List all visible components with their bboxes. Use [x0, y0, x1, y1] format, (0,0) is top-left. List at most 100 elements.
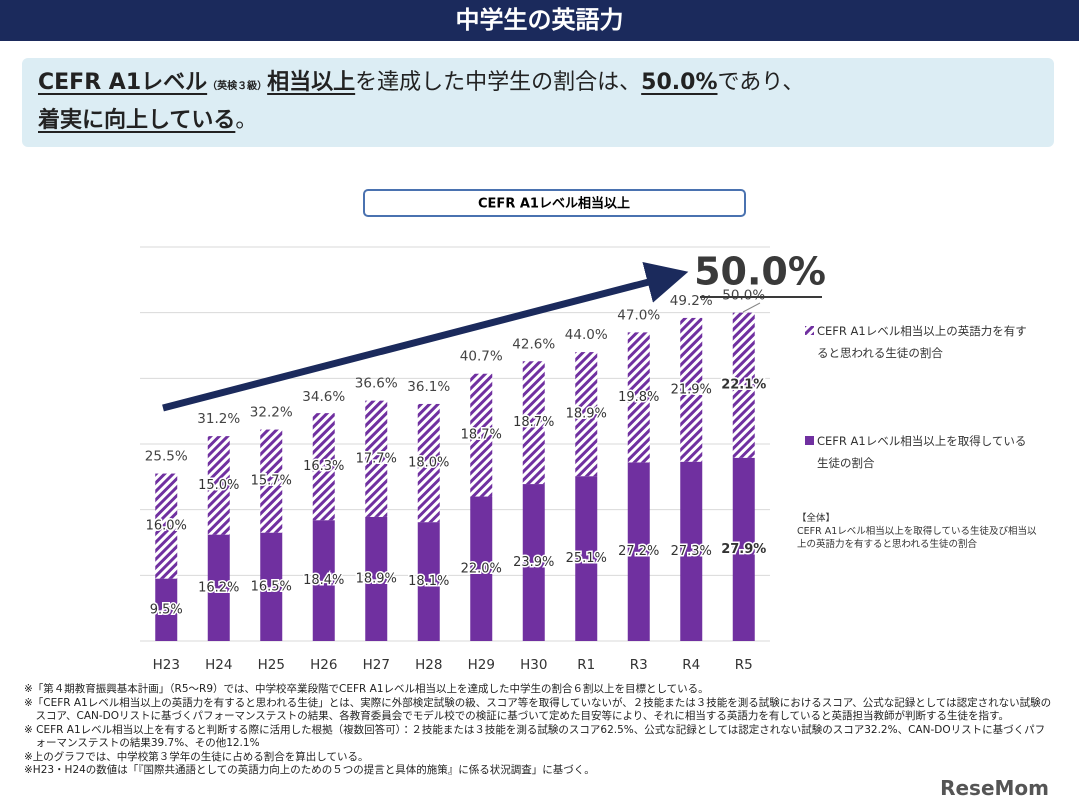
- note: ※ CEFR A1レベル相当以上を有すると判断する際に活用した根拠（複数回答可）…: [24, 723, 1046, 750]
- data-label: 18.0%: [408, 456, 449, 471]
- total-label: 31.2%: [197, 411, 240, 427]
- x-tick-label: H26: [310, 657, 337, 673]
- bar-segment: [365, 516, 388, 641]
- headline-part: 50.0%: [641, 70, 718, 95]
- total-label: 36.6%: [355, 376, 398, 392]
- total-label: 36.1%: [407, 379, 450, 395]
- data-label: 17.7%: [356, 451, 397, 466]
- bar-segment: [627, 462, 650, 641]
- bar-segment: [417, 403, 440, 523]
- data-label: 27.3%: [671, 544, 712, 559]
- chart-title-box: [363, 189, 746, 217]
- headline-part: を達成した中学生の割合は、: [355, 70, 642, 95]
- note: ※上のグラフでは、中学校第３学年の生徒に占める割合を算出している。: [24, 750, 369, 763]
- data-label: 15.7%: [251, 474, 292, 489]
- headline: CEFR A1レベル（英検３級）相当以上を達成した中学生の割合は、50.0%であ…: [22, 58, 1054, 147]
- bar-segment: [680, 317, 703, 462]
- x-tick-label: H27: [363, 657, 390, 673]
- data-label: 23.9%: [513, 555, 554, 570]
- total-label: 50.0%: [722, 288, 765, 304]
- data-label: 16.2%: [198, 580, 239, 595]
- annotation: 50.0%: [694, 250, 826, 294]
- total-label: 44.0%: [565, 327, 608, 343]
- chart-title: CEFR A1レベル相当以上: [478, 196, 630, 212]
- x-tick-label: H29: [468, 657, 495, 673]
- legend-swatch: [805, 326, 814, 335]
- legend-text: CEFR A1レベル相当以上を取得している生徒の割合: [817, 434, 1027, 470]
- note: ※「CEFR A1レベル相当以上の英語力を有すると思われる生徒」とは、実際に外部…: [24, 696, 1052, 723]
- total-label: 47.0%: [617, 307, 660, 323]
- x-tick-label: R4: [682, 657, 700, 673]
- bar-segment: [155, 473, 178, 579]
- x-tick-label: H30: [520, 657, 547, 673]
- data-label: 22.1%: [721, 378, 766, 393]
- data-label: 18.7%: [461, 428, 502, 443]
- data-label: 16.0%: [146, 519, 187, 534]
- legend-note-line: 【全体】: [797, 513, 836, 524]
- total-label: 34.6%: [302, 389, 345, 405]
- logo: ReseMom: [940, 776, 1049, 800]
- data-label: 22.0%: [461, 561, 502, 576]
- bar-segment: [522, 361, 545, 485]
- data-label: 18.9%: [566, 407, 607, 422]
- legend-note: 【全体】 CEFR A1レベル相当以上を取得している生徒及び相当以上の英語力を有…: [797, 512, 1042, 551]
- annotation-leader: [742, 302, 761, 313]
- headline-part: （英検３級）: [207, 81, 268, 92]
- bar-segment: [260, 532, 283, 641]
- headline-part: であり、: [717, 70, 805, 95]
- data-label: 18.1%: [408, 574, 449, 589]
- total-label: 40.7%: [460, 349, 503, 365]
- data-label: 27.2%: [618, 544, 659, 559]
- legend-note-line: CEFR A1レベル相当以上を取得している生徒及び相当以上の英語力を有すると思わ…: [797, 526, 1037, 550]
- bar-segment: [627, 332, 650, 463]
- bar-segment: [417, 522, 440, 641]
- bar-segment: [207, 436, 230, 535]
- bar-segment: [522, 484, 545, 641]
- x-tick-label: R5: [735, 657, 753, 673]
- data-label: 15.0%: [198, 478, 239, 493]
- trend-arrow: [162, 261, 689, 412]
- bar-segment: [312, 413, 335, 521]
- bar-segment: [470, 496, 493, 641]
- bar-segment: [575, 476, 598, 641]
- x-tick-label: H23: [153, 657, 180, 673]
- headline-part: 着実に向上している: [38, 108, 236, 133]
- x-tick-label: H25: [258, 657, 285, 673]
- headline-part: 。: [235, 108, 258, 133]
- x-tick-label: H28: [415, 657, 442, 673]
- bar-segment: [365, 400, 388, 517]
- total-label: 49.2%: [670, 293, 713, 309]
- bar-segment: [207, 534, 230, 641]
- bar-segment: [680, 461, 703, 641]
- data-label: 18.9%: [356, 571, 397, 586]
- total-label: 25.5%: [145, 449, 188, 465]
- legend-text: CEFR A1レベル相当以上の英語力を有すると思われる生徒の割合: [817, 324, 1027, 360]
- x-tick-label: R1: [577, 657, 595, 673]
- bar-segment: [312, 520, 335, 641]
- bar-segment: [732, 312, 755, 458]
- note: ※H23・H24の数値は「『国際共通語としての英語力向上のための５つの提言と具体…: [24, 764, 595, 776]
- bar-segment: [155, 578, 178, 641]
- notes: ※「第４期教育振興基本計画」（R5～R9）では、中学校卒業段階でCEFR A1レ…: [24, 683, 1054, 778]
- total-label: 42.6%: [512, 336, 555, 352]
- note: ※「第４期教育振興基本計画」（R5～R9）では、中学校卒業段階でCEFR A1レ…: [24, 683, 709, 695]
- legend-swatch: [805, 436, 814, 445]
- data-label: 18.4%: [303, 573, 344, 588]
- total-label: 32.2%: [250, 405, 293, 421]
- bar-segment: [732, 457, 755, 641]
- x-tick-label: H24: [205, 657, 232, 673]
- bar-segment: [260, 429, 283, 533]
- bar-segment: [470, 373, 493, 497]
- data-label: 16.5%: [251, 579, 292, 594]
- data-label: 25.1%: [566, 551, 607, 566]
- data-label: 21.9%: [671, 382, 712, 397]
- data-label: 18.7%: [513, 415, 554, 430]
- data-label: 19.8%: [618, 390, 659, 405]
- header-title: 中学生の英語力: [0, 0, 1079, 41]
- headline-part: 相当以上: [267, 70, 356, 95]
- data-label: 9.5%: [150, 602, 183, 617]
- bar-segment: [575, 352, 598, 477]
- headline-part: CEFR A1レベル: [38, 70, 208, 95]
